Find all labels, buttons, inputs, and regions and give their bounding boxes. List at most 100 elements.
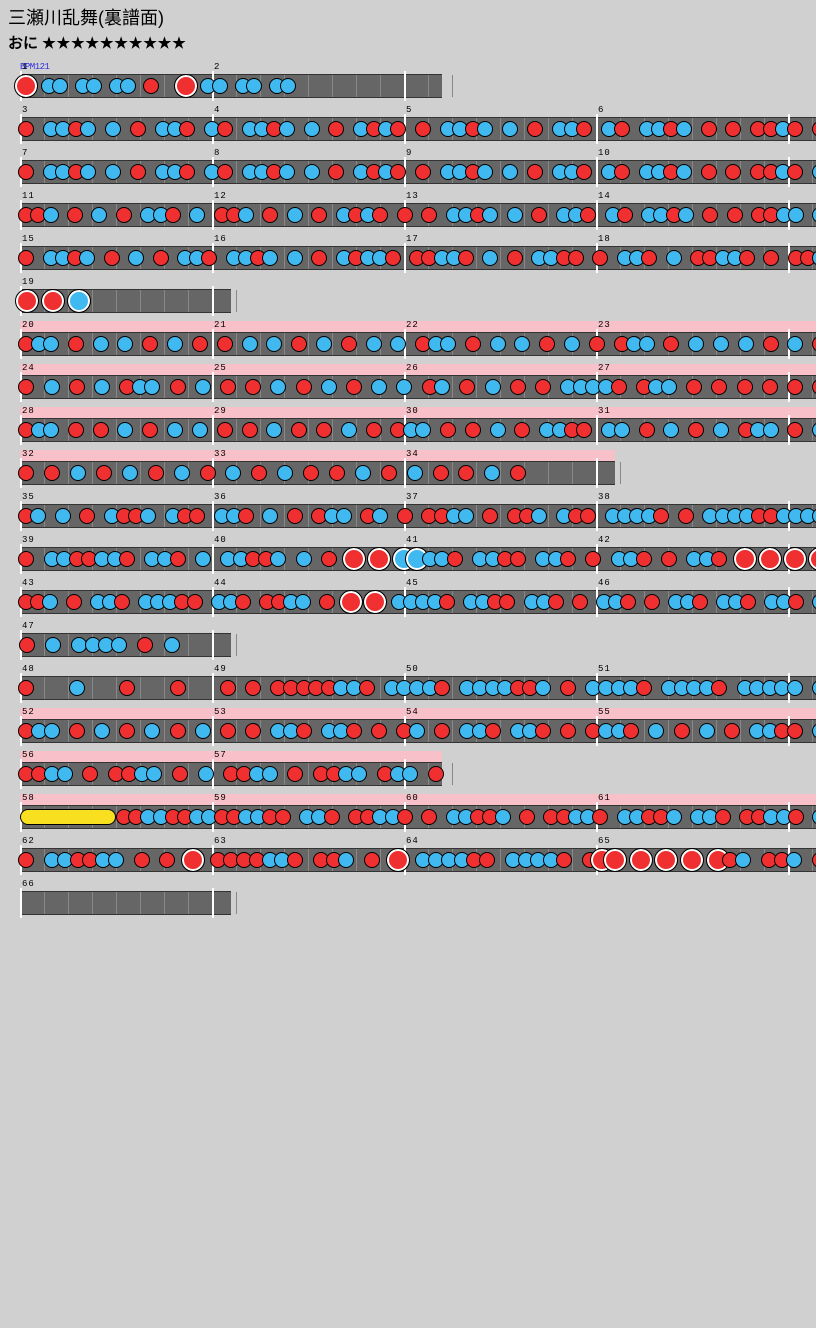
track <box>20 117 816 141</box>
don-note <box>556 852 572 868</box>
don-note <box>364 591 386 613</box>
ka-note <box>336 508 352 524</box>
track <box>20 246 816 270</box>
chart-row: 48495051 <box>0 665 816 700</box>
don-note <box>217 336 233 352</box>
don-note <box>787 379 803 395</box>
ka-note <box>279 121 295 137</box>
ka-note <box>279 164 295 180</box>
bar-number: 60 <box>406 794 419 803</box>
don-note <box>611 379 627 395</box>
don-note <box>119 551 135 567</box>
bar-number: 41 <box>406 536 419 545</box>
don-note <box>189 508 205 524</box>
don-note <box>372 207 388 223</box>
don-note <box>519 809 535 825</box>
don-note <box>576 121 592 137</box>
don-note <box>67 207 83 223</box>
ka-note <box>295 594 311 610</box>
don-note <box>18 250 34 266</box>
don-note <box>385 250 401 266</box>
don-note <box>734 548 756 570</box>
ka-note <box>280 78 296 94</box>
don-note <box>440 422 456 438</box>
don-note <box>142 336 158 352</box>
ka-note <box>287 250 303 266</box>
don-note <box>137 637 153 653</box>
bar-number: 26 <box>406 364 419 373</box>
don-note <box>572 594 588 610</box>
don-note <box>576 422 592 438</box>
don-note <box>421 207 437 223</box>
don-note <box>580 207 596 223</box>
bar-number: 36 <box>214 493 227 502</box>
track <box>20 461 615 485</box>
ka-note <box>484 465 500 481</box>
don-note <box>114 594 130 610</box>
don-note <box>16 290 38 312</box>
ka-note <box>192 422 208 438</box>
track <box>20 633 231 657</box>
don-note <box>589 336 605 352</box>
ka-note <box>502 164 518 180</box>
ka-note <box>477 121 493 137</box>
don-note <box>499 594 515 610</box>
don-note <box>661 551 677 567</box>
bar-number: 6 <box>598 106 604 115</box>
bar-number: 4 <box>214 106 220 115</box>
don-note <box>711 551 727 567</box>
chart-row: HS0.8BPM24252535455 <box>0 708 816 743</box>
don-note <box>296 723 312 739</box>
don-note <box>18 852 34 868</box>
chart-row: HS0.8BPM24220212223 <box>0 321 816 356</box>
don-note <box>68 336 84 352</box>
bar-number: 44 <box>214 579 227 588</box>
ka-note <box>355 465 371 481</box>
don-note <box>119 680 135 696</box>
don-note <box>592 250 608 266</box>
don-note <box>329 465 345 481</box>
ka-note <box>140 508 156 524</box>
don-note <box>245 379 261 395</box>
ka-note <box>688 336 704 352</box>
don-note <box>366 422 382 438</box>
ka-note <box>111 637 127 653</box>
bar-number: 22 <box>406 321 419 330</box>
ka-note <box>128 250 144 266</box>
track <box>20 504 816 528</box>
ka-note <box>44 379 60 395</box>
don-note <box>324 809 340 825</box>
don-note <box>346 723 362 739</box>
track <box>20 375 816 399</box>
ka-note <box>195 723 211 739</box>
ka-note <box>117 336 133 352</box>
bar-number: 37 <box>406 493 419 502</box>
don-note <box>725 121 741 137</box>
don-note <box>737 379 753 395</box>
don-note <box>287 766 303 782</box>
bar-number: 27 <box>598 364 611 373</box>
don-note <box>15 75 37 97</box>
don-note <box>485 723 501 739</box>
bar-number: 31 <box>598 407 611 416</box>
ka-note <box>485 379 501 395</box>
track <box>20 547 816 571</box>
don-note <box>104 250 120 266</box>
ka-note <box>146 766 162 782</box>
don-note <box>321 551 337 567</box>
ka-note <box>786 852 802 868</box>
don-note <box>482 508 498 524</box>
bar-number: 56 <box>22 751 35 760</box>
don-note <box>787 723 803 739</box>
don-note <box>18 465 34 481</box>
don-note <box>170 379 186 395</box>
don-note <box>343 548 365 570</box>
ka-note <box>434 379 450 395</box>
don-note <box>604 849 626 871</box>
don-note <box>762 379 778 395</box>
ka-note <box>482 207 498 223</box>
don-note <box>688 422 704 438</box>
ka-note <box>42 594 58 610</box>
bar-number: 8 <box>214 149 220 158</box>
don-note <box>66 594 82 610</box>
